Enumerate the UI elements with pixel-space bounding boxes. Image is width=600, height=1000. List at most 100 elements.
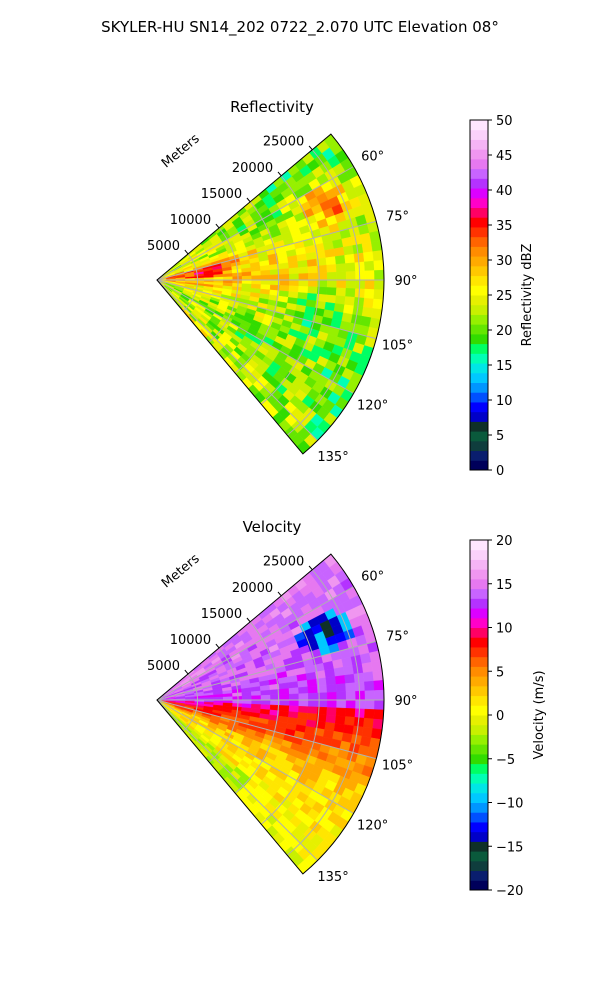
velocity-cell — [361, 661, 373, 674]
velocity-colorbar-bin — [470, 880, 488, 891]
velocity-colorbar-bin — [470, 734, 488, 745]
reflectivity-cell — [326, 279, 337, 289]
reflectivity-colorbar-bin — [470, 149, 488, 160]
reflectivity-colorbar-bin — [470, 188, 488, 199]
reflectivity-cell — [364, 279, 375, 290]
reflectivity-cell — [364, 260, 375, 272]
velocity-cell — [372, 670, 384, 682]
reflectivity-cell — [307, 272, 318, 281]
velocity-colorbar-bin — [470, 783, 488, 794]
reflectivity-grid — [156, 149, 384, 441]
velocity-colorbar-bin — [470, 812, 488, 823]
reflectivity-colorbar-tick-label: 20 — [496, 324, 513, 339]
velocity-colorbar-tick-label: −5 — [496, 753, 515, 768]
reflectivity-cell — [251, 275, 262, 281]
velocity-cell — [363, 671, 374, 683]
velocity-colorbar-tick-label: 15 — [496, 578, 513, 593]
velocity-azimuth-line — [156, 699, 377, 760]
velocity-colorbar-tick-label: 20 — [496, 534, 513, 549]
reflectivity-cell — [241, 279, 252, 285]
reflectivity-radial-tick — [277, 171, 282, 177]
reflectivity-colorbar-tick-label: 10 — [496, 394, 513, 409]
velocity-colorbar: −20 −15 −10 −5 0 5 10 15 20 — [469, 534, 523, 899]
reflectivity-cell — [364, 270, 375, 281]
velocity-cell — [222, 693, 233, 698]
velocity-cell — [364, 680, 375, 692]
reflectivity-cell — [374, 279, 385, 291]
reflectivity-colorbar-bin — [470, 295, 488, 306]
velocity-azimuth-line — [156, 699, 354, 814]
reflectivity-colorbar-bin — [470, 431, 488, 442]
velocity-colorbar-bin — [470, 753, 488, 765]
reflectivity-cell — [251, 279, 262, 285]
velocity-radial-tick-label: 25000 — [263, 555, 304, 570]
reflectivity-colorbar-bin — [470, 120, 488, 131]
reflectivity-range-ring — [234, 201, 280, 374]
reflectivity-colorbar-bin — [470, 226, 488, 238]
velocity-angle-tick-label: 105° — [382, 758, 413, 773]
reflectivity-cell — [232, 276, 243, 281]
velocity-cell — [289, 699, 300, 707]
reflectivity-colorbar-bin — [470, 158, 488, 170]
reflectivity-colorbar-bin — [470, 217, 488, 228]
reflectivity-radial-tick — [246, 197, 251, 203]
reflectivity-colorbar-tick-label: 15 — [496, 359, 513, 374]
velocity-cell — [325, 714, 337, 724]
velocity-colorbar-bin — [470, 792, 488, 803]
velocity-colorbar-bin — [470, 802, 488, 813]
reflectivity-colorbar-bin — [470, 178, 488, 189]
velocity-colorbar-bin — [470, 598, 488, 609]
velocity-radial-tick-label: 20000 — [232, 581, 273, 596]
reflectivity-cell — [307, 286, 318, 295]
velocity-colorbar-label: Velocity (m/s) — [532, 670, 547, 759]
reflectivity-cell — [363, 251, 374, 263]
reflectivity-cell — [289, 279, 300, 287]
reflectivity-range-ring — [286, 149, 361, 436]
reflectivity-azimuth-line — [156, 220, 377, 281]
velocity-cell — [251, 699, 262, 705]
velocity-colorbar-bin — [470, 695, 488, 706]
reflectivity-cell — [374, 269, 385, 281]
reflectivity-radial-tick — [184, 249, 189, 255]
reflectivity-colorbar-bin — [470, 275, 488, 286]
velocity-colorbar-bin — [470, 773, 488, 784]
reflectivity-cell — [324, 248, 336, 259]
reflectivity-angle-tick-label: 75° — [386, 210, 409, 225]
reflectivity-colorbar-bin — [470, 382, 488, 393]
velocity-angle-tick-label: 120° — [357, 819, 388, 834]
velocity-cell — [326, 699, 337, 709]
reflectivity-cell — [326, 271, 337, 281]
velocity-cell — [372, 718, 384, 730]
velocity-frame — [156, 553, 385, 875]
reflectivity-cell — [279, 285, 290, 292]
reflectivity-colorbar-bin — [470, 207, 488, 218]
reflectivity-cell — [325, 256, 337, 266]
velocity-cell — [307, 699, 318, 708]
reflectivity-colorbar: 0 5 10 15 20 25 30 35 40 45 50 — [469, 114, 513, 479]
reflectivity-cell — [279, 274, 290, 281]
velocity-colorbar-bin — [470, 821, 488, 833]
reflectivity-angle-tick-label: 135° — [317, 450, 348, 465]
reflectivity-azimuth-line — [156, 279, 377, 340]
reflectivity-colorbar-bin — [470, 285, 488, 296]
velocity-cell — [232, 696, 243, 701]
reflectivity-cell — [334, 295, 346, 305]
reflectivity-cell — [232, 272, 243, 277]
velocity-colorbar-bin — [470, 578, 488, 590]
velocity-azimuth-line — [156, 586, 354, 701]
reflectivity-cell — [345, 271, 356, 281]
reflectivity-range-ring — [208, 227, 239, 343]
reflectivity-colorbar-bin — [470, 265, 488, 277]
velocity-colorbar-bin — [470, 860, 488, 872]
velocity-cell — [241, 691, 252, 697]
velocity-cell — [324, 668, 336, 679]
velocity-colorbar-bin — [470, 715, 488, 726]
reflectivity-colorbar-bin — [470, 372, 488, 383]
reflectivity-cell — [364, 288, 375, 300]
velocity-grid — [156, 569, 384, 861]
velocity-cell — [307, 706, 318, 715]
reflectivity-cell — [232, 279, 243, 284]
reflectivity-colorbar-bin — [470, 392, 488, 403]
velocity-colorbar-bin — [470, 588, 488, 599]
